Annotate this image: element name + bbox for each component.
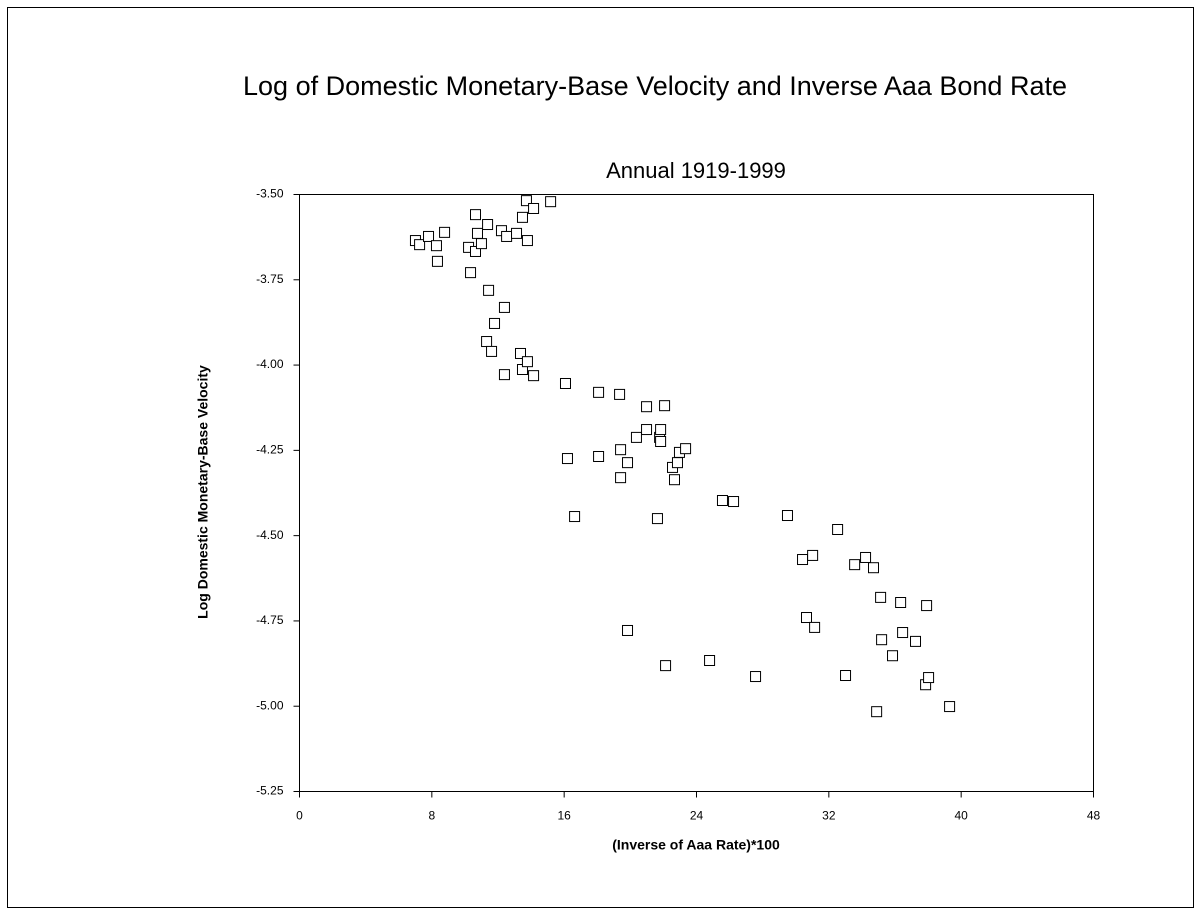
chart-subtitle: Annual 1919-1999 (606, 158, 786, 183)
point (781, 510, 793, 522)
point (887, 650, 899, 662)
point (716, 495, 728, 507)
y-tick-label: -4.25 (256, 443, 284, 457)
y-axis-label: Log Domestic Monetary-Base Velocity (195, 365, 211, 619)
point (876, 634, 888, 646)
x-tick-label: 16 (557, 809, 571, 823)
y-tick-label: -5.00 (256, 698, 284, 712)
point (832, 524, 844, 536)
point (481, 336, 493, 348)
point (593, 450, 605, 462)
point (671, 457, 683, 469)
point (431, 255, 443, 267)
point (561, 453, 573, 465)
x-tick-label: 48 (1087, 809, 1101, 823)
point (921, 600, 933, 612)
point (486, 345, 498, 357)
point (521, 356, 533, 368)
point (660, 660, 672, 672)
point (659, 400, 671, 412)
point (498, 301, 510, 313)
point (501, 230, 513, 242)
point (516, 211, 528, 223)
y-tick-label: -4.75 (256, 613, 284, 627)
point (944, 701, 956, 713)
point (489, 317, 501, 329)
point (704, 655, 716, 667)
point (498, 369, 510, 381)
point (860, 551, 872, 563)
x-tick-label: 32 (822, 809, 836, 823)
chart-title: Log of Domestic Monetary-Base Velocity a… (243, 71, 1067, 101)
point (559, 377, 571, 389)
y-tick-label: -3.50 (256, 187, 284, 201)
point (840, 670, 852, 682)
x-tick-label: 40 (954, 809, 968, 823)
point (630, 431, 642, 443)
point (614, 388, 626, 400)
point (655, 435, 667, 447)
point (593, 386, 605, 398)
point (750, 671, 762, 683)
point (680, 443, 692, 455)
point (728, 496, 740, 508)
x-tick-label: 8 (428, 809, 435, 823)
point (875, 591, 887, 603)
point (528, 202, 540, 214)
point (910, 635, 922, 647)
point (622, 624, 634, 636)
point (439, 226, 451, 238)
point (528, 370, 540, 382)
plot-area (299, 194, 1094, 792)
point (511, 227, 523, 239)
point (871, 706, 883, 718)
x-axis-label: (Inverse of Aaa Rate)*100 (612, 837, 780, 853)
point (622, 457, 634, 469)
x-tick-label: 24 (690, 809, 704, 823)
point (520, 195, 532, 207)
point (797, 554, 809, 566)
point (801, 612, 813, 624)
point (545, 196, 557, 208)
point (849, 559, 861, 571)
point (641, 424, 653, 436)
point (569, 511, 581, 523)
point (615, 444, 627, 456)
y-tick-label: -3.75 (256, 272, 284, 286)
point (470, 209, 482, 221)
point (895, 597, 907, 609)
point (465, 267, 477, 279)
point (482, 219, 494, 231)
point (475, 238, 487, 250)
point (471, 227, 483, 239)
point (514, 347, 526, 359)
point (809, 621, 821, 633)
y-tick-label: -4.50 (256, 528, 284, 542)
point (651, 513, 663, 525)
point (807, 549, 819, 561)
point (867, 562, 879, 574)
point (521, 235, 533, 247)
point (641, 401, 653, 413)
point (483, 284, 495, 296)
point (615, 472, 627, 484)
point (423, 230, 435, 242)
y-tick-label: -5.25 (256, 784, 284, 798)
y-tick-label: -4.00 (256, 357, 284, 371)
point (430, 240, 442, 252)
point (414, 239, 426, 251)
point (923, 672, 935, 684)
point (470, 245, 482, 257)
point (897, 627, 909, 639)
point (655, 424, 667, 436)
point (668, 474, 680, 486)
x-tick-label: 0 (296, 809, 303, 823)
